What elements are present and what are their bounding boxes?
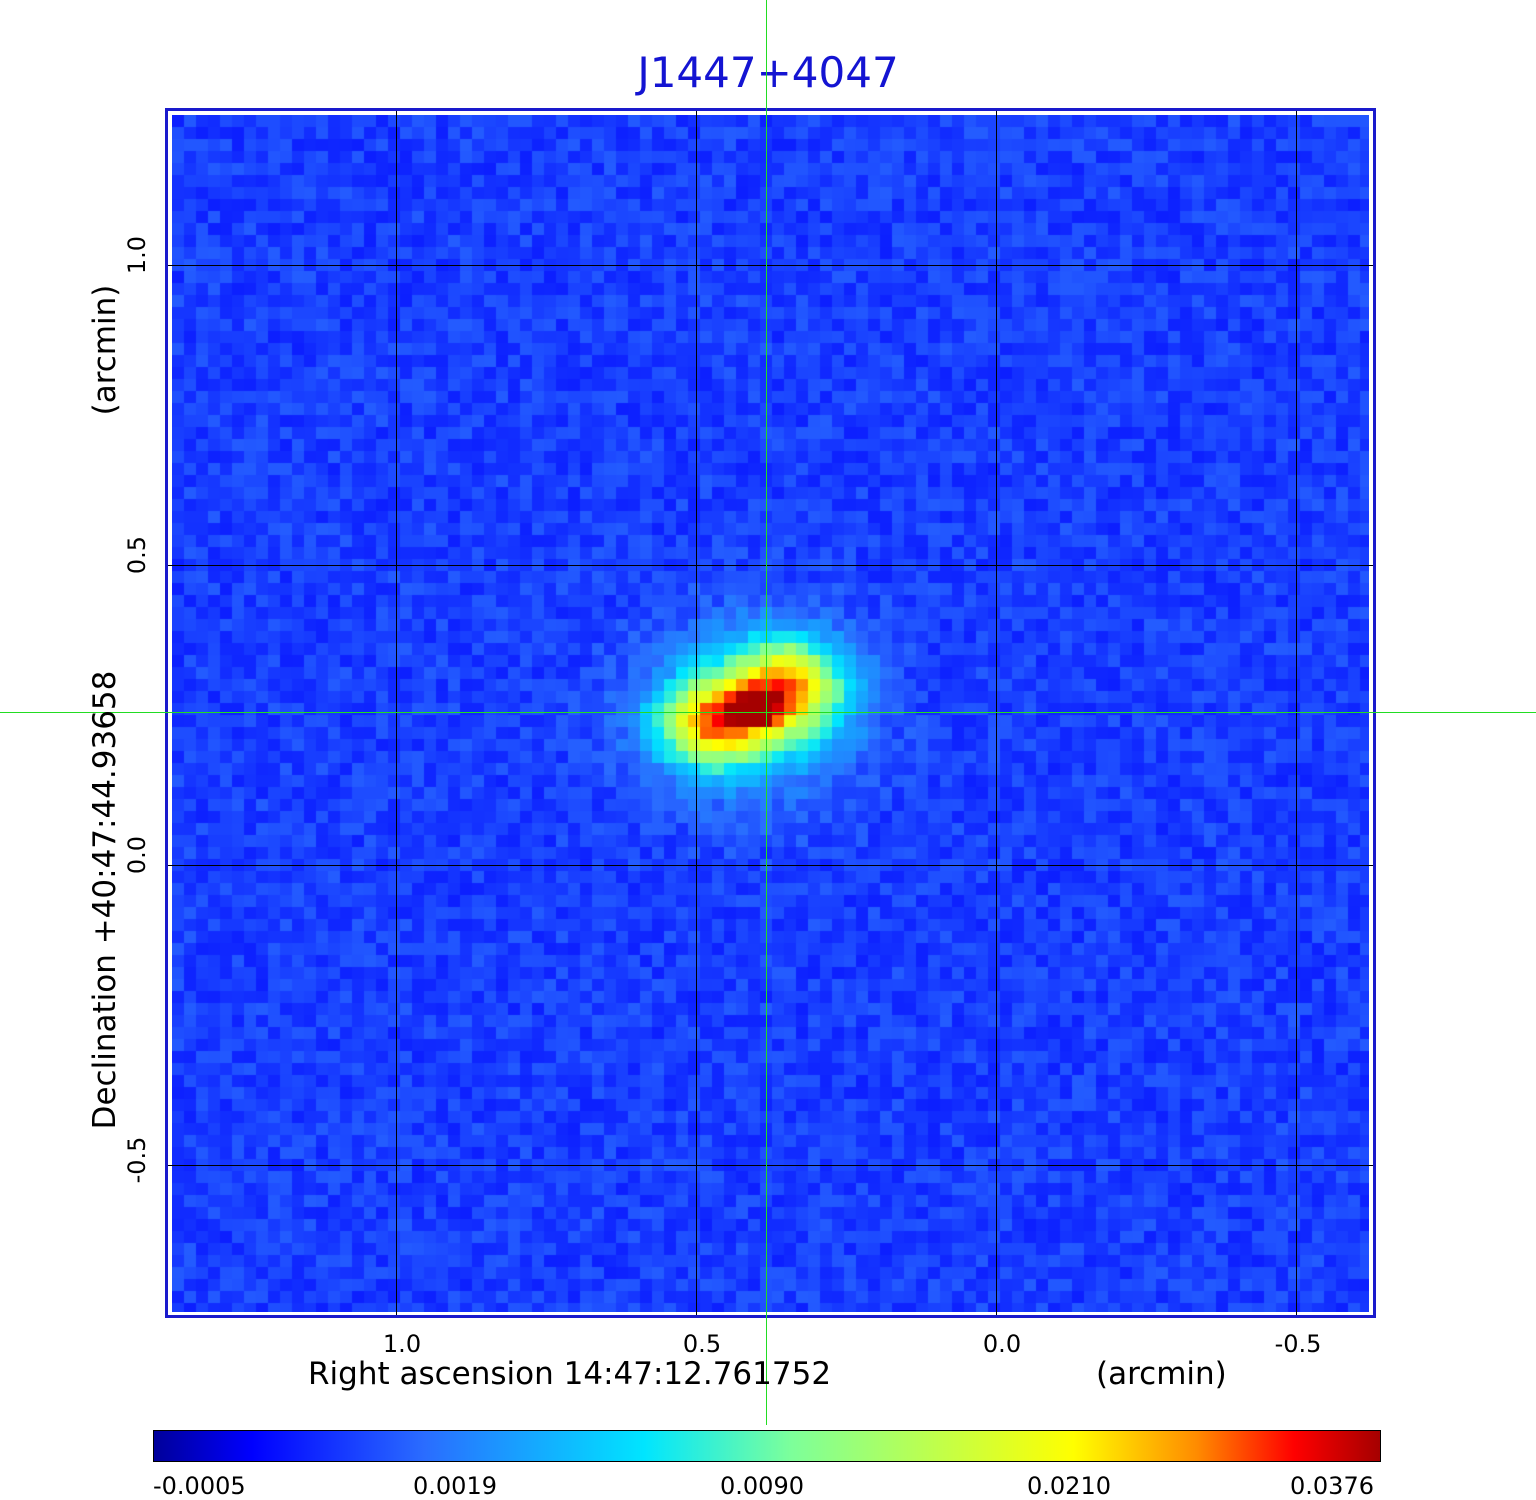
colorbar-tick-label: 0.0019 (413, 1472, 497, 1500)
x-axis-unit: (arcmin) (1096, 1356, 1227, 1392)
colorbar-tick-label: 0.0210 (1027, 1472, 1111, 1500)
x-tick-label: 0.5 (682, 1330, 722, 1358)
colorbar-tick-label: -0.0005 (153, 1472, 246, 1500)
grid-line-dec-0.0 (168, 865, 1373, 866)
y-axis-unit: (arcmin) (87, 284, 123, 416)
grid-line-ra-1.0 (396, 111, 397, 1315)
colorbar[interactable] (153, 1430, 1381, 1462)
grid-line-dec-0.5 (168, 565, 1373, 566)
x-axis-label: Right ascension 14:47:12.761752 (308, 1356, 832, 1392)
x-tick-label: 0.0 (982, 1330, 1022, 1358)
colorbar-tick-label: 0.0376 (1290, 1472, 1374, 1500)
radio-intensity-map[interactable] (172, 115, 1369, 1312)
crosshair-horizontal (0, 712, 1536, 713)
y-tick-label: -0.5 (123, 1136, 151, 1184)
grid-line-dec--0.5 (168, 1165, 1373, 1166)
sky-image-frame[interactable] (165, 108, 1376, 1318)
y-tick-label: 1.0 (123, 235, 151, 275)
grid-line-ra-0.0 (996, 111, 997, 1315)
grid-line-ra--0.5 (1296, 111, 1297, 1315)
grid-line-ra-0.5 (696, 111, 697, 1315)
x-tick-label: -0.5 (1274, 1330, 1322, 1358)
y-axis-label: Declination +40:47:44.93658 (87, 670, 123, 1130)
image-title: J1447+4047 (637, 48, 899, 97)
y-tick-label: 0.5 (123, 535, 151, 575)
colorbar-tick-label: 0.0090 (720, 1472, 804, 1500)
y-tick-label: 0.0 (123, 835, 151, 875)
x-tick-label: 1.0 (382, 1330, 422, 1358)
grid-line-dec-1.0 (168, 265, 1373, 266)
